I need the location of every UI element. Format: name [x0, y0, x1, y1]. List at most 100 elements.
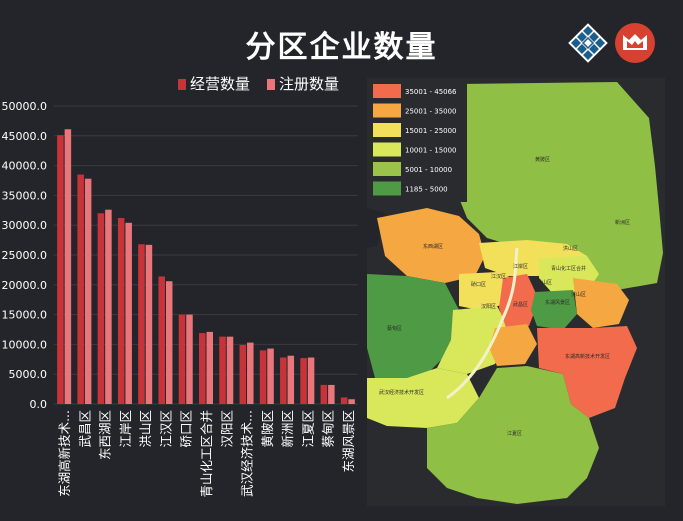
- label-dongxihu: 东西湖区: [423, 243, 443, 250]
- map-legend-label: 15001 - 25000: [405, 127, 457, 135]
- map-legend-label: 1185 - 5000: [405, 186, 448, 194]
- bar-operating: [138, 244, 145, 404]
- bar-operating: [97, 213, 105, 404]
- bar-registered: [307, 357, 315, 404]
- page-title: 分区企业数量: [245, 30, 438, 65]
- y-tick-label: 20000.0: [2, 279, 48, 292]
- bar-operating: [57, 135, 64, 404]
- region-caidian: [367, 274, 459, 383]
- bar-registered: [328, 384, 335, 404]
- bar-registered: [105, 209, 112, 404]
- region-donghu-hitech: [537, 326, 637, 418]
- yangtze-river: [446, 247, 519, 400]
- region-hanyang: [437, 306, 509, 374]
- label-jiangan: 江岸区: [513, 263, 528, 270]
- district-map: 35001 - 45066 25001 - 35000 15001 - 25000 1…: [367, 78, 665, 506]
- x-tick-label: 江汉区: [158, 410, 173, 448]
- y-tick-label: 25000.0: [2, 249, 48, 262]
- bar-registered: [267, 348, 274, 404]
- legend-label-1: 经营数量: [190, 75, 250, 93]
- x-tick-label: 江夏区: [300, 410, 315, 448]
- map-legend-label: 35001 - 45066: [405, 88, 457, 96]
- x-tick-label: 汉阳区: [219, 410, 234, 448]
- label-donghu-scenic: 东湖风景区: [545, 299, 570, 306]
- bar-operating: [219, 336, 226, 404]
- bar-registered: [226, 336, 234, 404]
- bar-operating: [300, 358, 307, 404]
- legend-label-2: 注册数量: [279, 75, 339, 93]
- bar-operating: [239, 344, 247, 404]
- map-legend-label: 5001 - 10000: [405, 166, 452, 174]
- bars: [57, 129, 355, 404]
- x-tick-label: 青山化工区合并: [199, 410, 214, 498]
- region-donghu-scenic: [531, 290, 577, 330]
- x-axis: 东湖高新技术... 武昌区 东西湖区 江岸区 洪山区 江汉区 硚口区 青山化工区合并 汉阳区 武汉…: [57, 410, 356, 498]
- bar-registered: [84, 178, 92, 404]
- bar-operating: [117, 218, 125, 404]
- x-tick-label: 东西湖区: [98, 410, 113, 460]
- map-legend-swatch: [373, 84, 401, 98]
- y-tick-label: 35000.0: [2, 189, 48, 202]
- region-econ: [367, 368, 479, 428]
- map-labels: 黄陂区 新洲区 东西湖区 洪山区 江岸区 青山化工区合并 江汉区 硚口区 洪山区…: [379, 156, 630, 437]
- y-tick-label: 0.0: [30, 398, 48, 411]
- x-tick-label: 武昌区: [77, 410, 92, 448]
- bar-registered: [186, 314, 193, 404]
- label-hongshan-n: 洪山区: [563, 245, 578, 252]
- bar-operating: [280, 357, 287, 404]
- bar-operating: [77, 174, 84, 404]
- bar-registered: [247, 342, 254, 404]
- x-tick-label: 洪山区: [138, 410, 153, 448]
- y-tick-label: 45000.0: [2, 130, 48, 143]
- label-caidian: 蔡甸区: [387, 325, 402, 332]
- bar-registered: [165, 281, 173, 404]
- label-qingshan: 青山化工区合并: [551, 265, 586, 272]
- y-tick-label: 15000.0: [2, 309, 48, 322]
- region-hongshan-c: [489, 324, 537, 366]
- label-donghu-hitech: 东湖高新技术开发区: [565, 353, 610, 360]
- x-tick-label: 江岸区: [118, 410, 133, 448]
- y-tick-label: 50000.0: [2, 100, 48, 113]
- label-wuchang: 武昌区: [513, 301, 528, 308]
- y-tick-label: 30000.0: [2, 219, 48, 232]
- bar-registered: [206, 331, 213, 404]
- brand-logo-icon: [615, 23, 655, 63]
- y-tick-label: 40000.0: [2, 160, 48, 173]
- bar-operating: [158, 276, 165, 404]
- bar-registered: [287, 355, 295, 404]
- label-huangpi: 黄陂区: [535, 156, 550, 163]
- bar-operating: [340, 397, 348, 404]
- bar-operating: [178, 314, 186, 404]
- legend-swatch-2: [267, 79, 275, 90]
- bar-registered: [64, 129, 72, 404]
- label-econ: 武汉经济技术开发区: [379, 389, 424, 396]
- diamond-grid-logo-icon: [568, 23, 608, 63]
- label-xinzhou: 新洲区: [615, 219, 630, 226]
- map-legend: 35001 - 45066 25001 - 35000 15001 - 25000 1…: [371, 82, 467, 202]
- map-legend-swatch: [373, 181, 401, 196]
- chart-legend: 经营数量 注册数量: [178, 75, 339, 93]
- bar-registered: [348, 399, 355, 404]
- map-legend-swatch: [373, 162, 401, 176]
- label-jianghan: 江汉区: [491, 273, 506, 280]
- label-jiangxia: 江夏区: [507, 430, 522, 437]
- region-jiangxia: [427, 366, 599, 504]
- x-tick-label: 新洲区: [280, 410, 295, 448]
- bar-registered: [125, 222, 132, 404]
- y-tick-label: 5000.0: [9, 368, 48, 381]
- bar-operating: [320, 384, 328, 404]
- bar-operating: [259, 350, 267, 404]
- map-legend-swatch: [373, 123, 401, 137]
- label-hanyang: 汉阳区: [481, 303, 496, 310]
- y-tick-label: 10000.0: [2, 338, 48, 351]
- x-tick-label: 黄陂区: [260, 410, 275, 448]
- map-legend-label: 10001 - 15000: [405, 147, 457, 155]
- bar-registered: [145, 244, 153, 404]
- region-wuchang: [499, 274, 539, 330]
- y-axis: 50000.0 45000.0 40000.0 35000.0 30000.0 25000…: [2, 100, 48, 411]
- label-hongshan-c: 洪山区: [537, 279, 552, 286]
- map-legend-label: 25001 - 35000: [405, 108, 457, 116]
- x-tick-label: 东湖风景区: [341, 410, 356, 473]
- x-tick-label: 东湖高新技术...: [57, 410, 72, 497]
- bar-operating: [199, 333, 206, 404]
